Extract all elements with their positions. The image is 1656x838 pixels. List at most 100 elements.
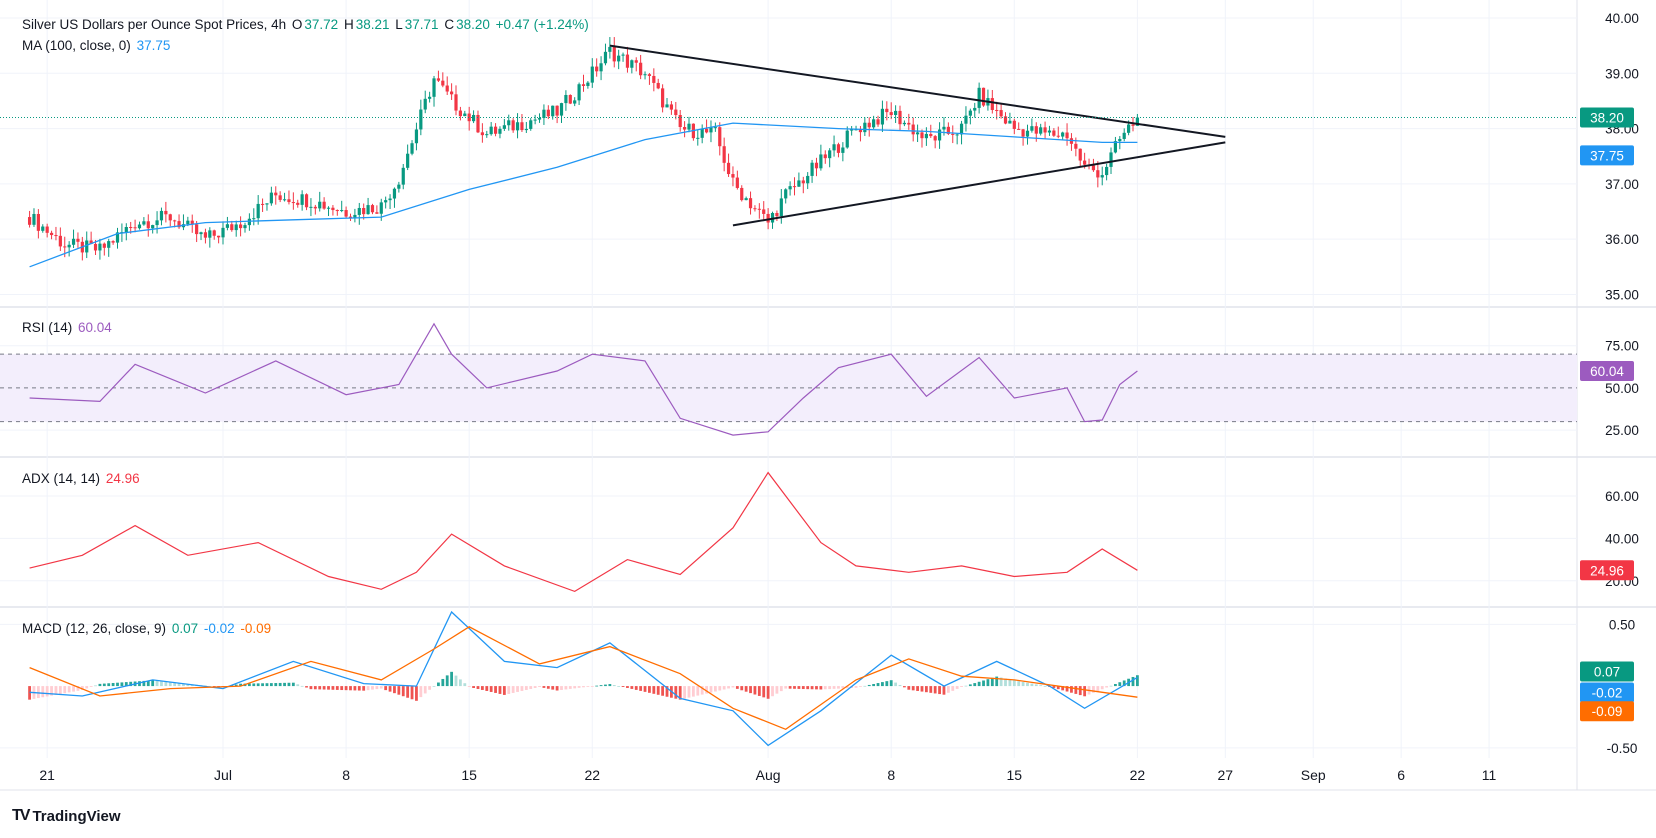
candle-body [318,201,322,209]
adx-label: ADX (14, 14) [22,471,101,486]
macd-histogram-bar [160,681,163,687]
macd-histogram-bar [823,686,827,690]
candle-body [392,188,397,199]
candle-body [1118,138,1122,142]
candle-body [1100,175,1104,178]
candle-body [955,134,959,136]
candle-body [889,112,893,116]
y-tick-label: 75.00 [1605,339,1639,354]
macd-histogram-bar [349,686,352,691]
macd-histogram-bar [863,685,867,687]
candle-body [1096,170,1100,178]
candle-body [999,110,1003,117]
candle-body [595,66,599,72]
candle-body [573,100,577,104]
macd-histogram-bar [498,686,502,694]
macd-histogram-bar [344,686,348,691]
macd-histogram-bar [775,686,779,694]
macd-histogram-bar [837,686,840,689]
macd-histogram-bar [256,683,260,687]
macd-histogram-bar [982,680,985,687]
macd-histogram-bar [916,686,919,691]
x-tick-label: 21 [39,767,55,783]
candle-body [164,210,168,215]
ma-legend: MA (100, close, 0) 37.75 [22,38,172,53]
close-label: C [444,17,455,32]
macd-histogram-bar [111,682,115,687]
macd-histogram-bar [933,686,937,694]
tradingview-logo-icon: TV [12,807,31,824]
candle-body [814,162,819,169]
x-tick-label: 22 [584,767,600,783]
macd-histogram-bar [986,679,990,687]
macd-histogram-bar [305,686,308,688]
adx-legend: ADX (14, 14) 24.96 [22,471,142,486]
macd-histogram-bar [749,686,752,694]
candle-body [265,203,269,205]
x-tick-label: Aug [756,767,781,783]
macd-histogram-bar [674,686,678,699]
candle-body [546,109,550,117]
candle-body [678,115,682,128]
macd-histogram-bar [357,686,361,691]
candle-body [876,119,880,125]
candle-body [828,150,832,159]
candle-body [911,124,915,135]
macd-histogram-bar [1131,676,1135,687]
candle-body [933,136,937,141]
candle-body [1017,128,1021,130]
macd-histogram-bar [639,686,643,691]
macd-histogram-bar [859,686,862,687]
macd-histogram-bar [713,686,717,692]
low-value: 37.71 [404,17,439,32]
candle-body [1122,132,1126,139]
candle-body [58,235,62,247]
candle-body [797,180,801,187]
macd-histogram-bar [58,686,62,695]
candle-body [524,128,528,131]
candle-body [45,226,49,233]
macd-histogram-bar [138,681,141,687]
candle-body [137,224,142,229]
macd-histogram-bar [1065,686,1069,692]
candle-body [542,109,546,119]
macd-histogram-bar [951,686,955,691]
macd-badge [1580,661,1634,682]
macd-histogram-bar [252,683,256,687]
trendline-upper[interactable] [609,44,1226,138]
macd-histogram-bar [129,681,133,687]
candle-body [199,232,203,235]
candle-body [309,206,313,208]
macd-histogram-bar [54,686,58,695]
macd-histogram-bar [938,686,941,695]
macd-histogram-bar [740,686,744,691]
macd-histogram-bar [1034,684,1038,687]
price-legend: Silver US Dollars per Ounce Spot Prices,… [22,17,591,32]
candle-body [995,109,999,111]
macd-histogram-bar [538,686,541,687]
rsi-legend: RSI (14) 60.04 [22,320,114,335]
x-tick-label: Jul [214,767,232,783]
candle-body [256,203,260,219]
candle-body [872,119,876,128]
candle-body [823,154,827,159]
macd-histogram-bar [467,686,471,687]
macd-histogram-bar [283,682,286,687]
candle-body [471,114,476,122]
candle-body [467,113,471,122]
trendline-lower[interactable] [732,141,1226,227]
macd-histogram-bar [397,686,401,695]
last-price-badge [1580,107,1634,128]
candle-body [225,224,230,228]
adx-value-badge [1580,560,1634,581]
macd-histogram-bar [428,686,432,690]
tradingview-brand[interactable]: TV TradingView [12,807,121,825]
candle-body [436,78,441,81]
change-value: +0.47 (+1.24%) [495,17,589,32]
candle-body [1012,120,1016,129]
macd-histogram-bar [1017,681,1021,687]
candle-body [313,206,317,209]
y-tick-label: 40.00 [1605,11,1639,26]
macd-histogram-bar [634,686,638,690]
